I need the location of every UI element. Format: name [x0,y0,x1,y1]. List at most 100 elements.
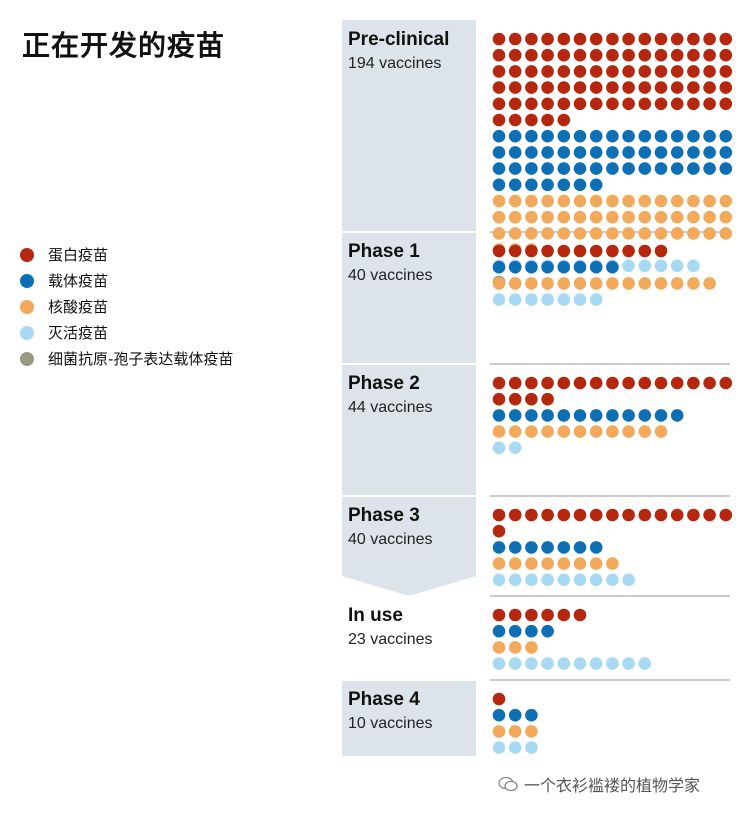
legend-swatch-spore-vector [20,351,34,366]
dot-protein [573,48,587,62]
dot-inactivated [557,573,571,587]
dot-nucleic-acid [670,210,684,224]
dot-nucleic-acid [719,210,733,224]
panel-background [342,232,476,364]
dot-nucleic-acid [654,425,668,438]
watermark-text: 一个衣衫褴褛的植物学家 [524,776,701,795]
dot-vector [606,409,619,422]
dot-vector [606,260,619,274]
dot-protein [638,48,652,62]
dot-nucleic-acid [687,277,700,290]
dot-vector [508,708,522,722]
dot-nucleic-acid [508,725,522,738]
dot-nucleic-acid [606,227,619,240]
dot-protein [492,608,506,622]
dot-protein [719,508,733,522]
dot-protein [654,97,668,111]
dot-protein [508,608,522,622]
dot-protein [654,48,668,62]
dot-vector [719,162,733,175]
dot-nucleic-acid [606,194,619,208]
legend-label-vector: 载体疫苗 [48,272,109,290]
dot-inactivated [492,741,506,754]
dot-vector [541,624,554,638]
dot-vector [606,146,619,159]
dot-protein [670,81,684,94]
dot-nucleic-acid [589,425,603,438]
panel-phase-4: Phase 4 10 vaccines [348,689,538,754]
dot-protein [508,65,522,78]
dot-vector [606,162,619,175]
dot-nucleic-acid [573,277,587,290]
dot-protein [508,97,522,111]
dot-vector [573,162,587,175]
dot-nucleic-acid [508,227,522,240]
dot-nucleic-acid [638,227,652,240]
dot-protein [654,81,668,94]
dot-vector [541,409,554,422]
dot-inactivated [557,293,571,306]
dot-vector [557,162,571,175]
dot-vector [622,129,635,143]
dot-nucleic-acid [525,277,538,290]
dot-inactivated [492,657,506,670]
dot-inactivated [557,657,571,670]
dot-protein [508,376,522,390]
dot-inactivated [573,293,587,306]
dot-vector [703,129,716,143]
dot-protein [525,65,538,78]
dot-nucleic-acid [573,557,587,570]
dot-protein [638,32,652,46]
dot-protein [606,65,619,78]
dot-nucleic-acid [508,277,522,290]
dot-protein [687,376,700,390]
dot-protein [525,97,538,111]
dot-nucleic-acid [719,227,733,240]
dot-protein [654,376,668,390]
dot-protein [703,65,716,78]
dot-nucleic-acid [703,277,716,290]
dot-protein [492,32,506,46]
dot-nucleic-acid [589,557,603,570]
dot-protein [557,48,571,62]
dot-protein [670,376,684,390]
dot-nucleic-acid [638,194,652,208]
watermark: 一个衣衫褴褛的植物学家 [498,772,700,796]
dot-nucleic-acid [670,277,684,290]
dot-protein [687,81,700,94]
dot-nucleic-acid [638,210,652,224]
dot-nucleic-acid [703,210,716,224]
dot-inactivated [606,657,619,670]
dot-nucleic-acid [687,210,700,224]
legend-item-spore-vector: 细菌抗原-孢子表达载体疫苗 [20,348,233,369]
dot-nucleic-acid [525,641,538,654]
dot-nucleic-acid [525,210,538,224]
dot-nucleic-acid [654,210,668,224]
dot-protein [557,113,571,127]
dot-vector [492,624,506,638]
dot-vector [589,178,603,192]
dot-protein [557,81,571,94]
wechat-icon [498,776,518,792]
dot-protein [687,65,700,78]
dot-vector [606,129,619,143]
dot-protein [508,244,522,258]
dot-protein [622,81,635,94]
dot-protein [508,32,522,46]
dot-protein [525,508,538,522]
dot-vector [703,162,716,175]
dot-vector [622,409,635,422]
dot-protein [541,65,554,78]
dot-nucleic-acid [508,641,522,654]
dot-protein [557,32,571,46]
dot-nucleic-acid [606,210,619,224]
dot-vector [687,129,700,143]
panel-subtitle: 40 vaccines [348,267,433,284]
dot-inactivated [508,293,522,306]
dot-protein [541,608,554,622]
dot-nucleic-acid [557,227,571,240]
panel-phase-1: Phase 1 40 vaccines [348,241,716,306]
dot-nucleic-acid [557,425,571,438]
panel-title: Phase 2 [348,373,420,394]
dot-nucleic-acid [525,194,538,208]
